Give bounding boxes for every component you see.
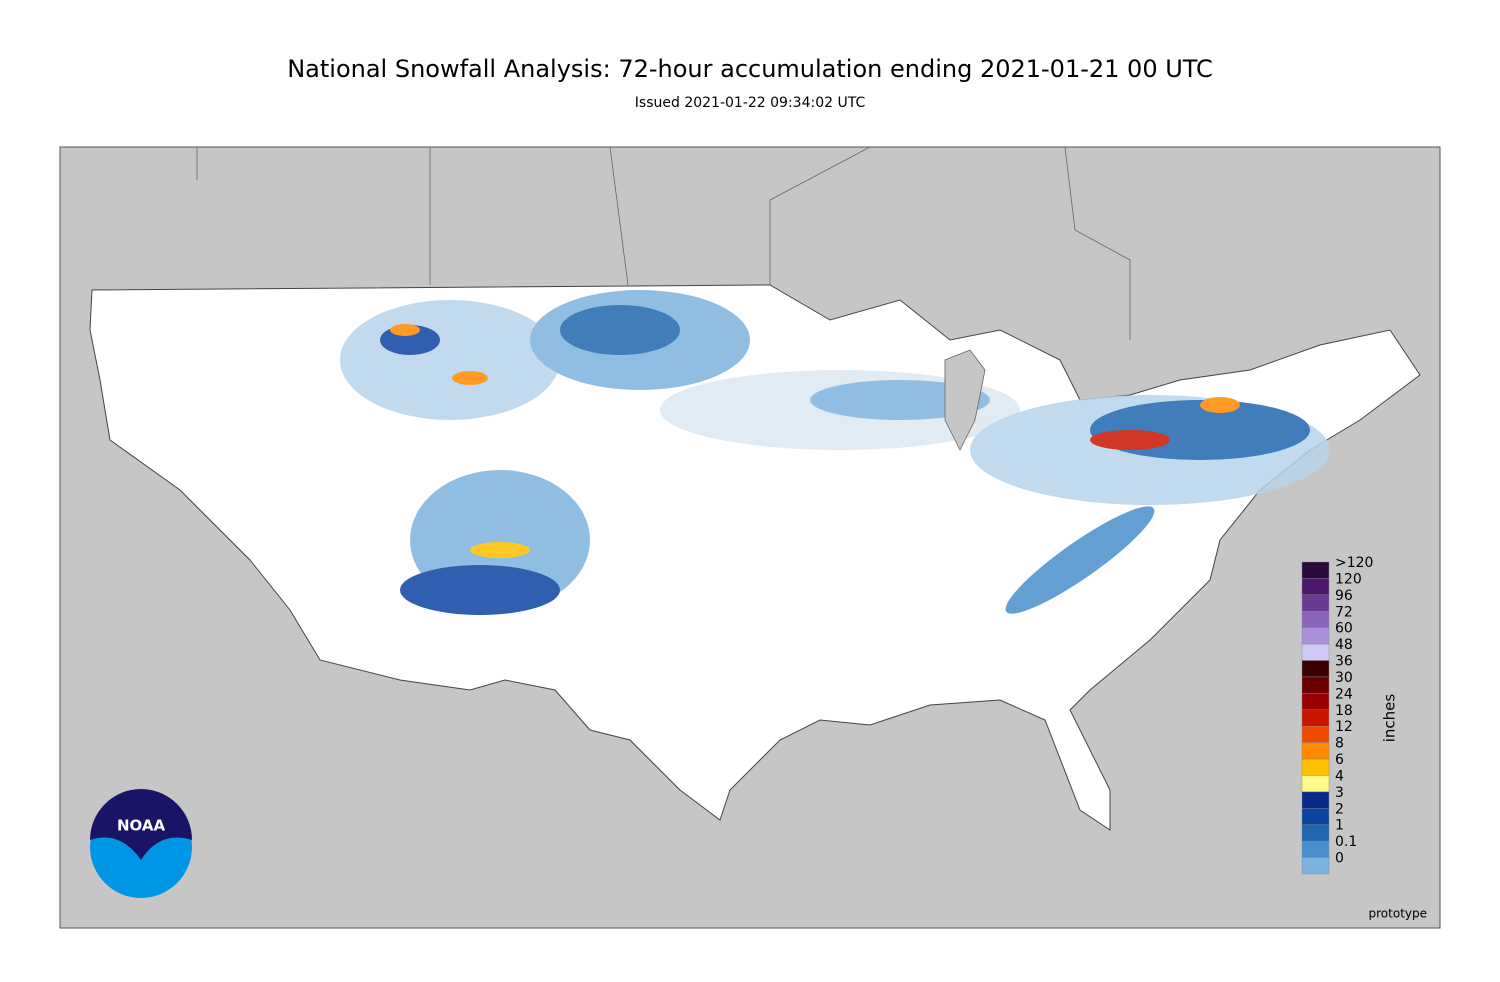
legend-swatch [1301, 775, 1330, 793]
legend-label: 60 [1335, 621, 1353, 637]
legend-label: 8 [1335, 736, 1344, 752]
legend-label: 12 [1335, 719, 1353, 735]
legend-swatch [1301, 660, 1330, 678]
legend-label: 48 [1335, 637, 1353, 653]
lake-michigan [944, 349, 986, 451]
title: National Snowfall Analysis: 72-hour accu… [287, 55, 1213, 83]
legend-label: 24 [1335, 686, 1353, 702]
legend-label: 120 [1335, 571, 1362, 587]
legend-label: >120 [1335, 555, 1373, 571]
legend-swatch [1301, 840, 1330, 858]
legend-swatch [1301, 627, 1330, 645]
legend-swatch [1301, 594, 1330, 612]
legend-label: 0 [1335, 851, 1344, 867]
footnote: prototype [1369, 907, 1427, 921]
legend-swatch [1301, 742, 1330, 760]
legend-label: 18 [1335, 703, 1353, 719]
legend-label: 3 [1335, 785, 1344, 801]
legend-swatch [1301, 726, 1330, 743]
legend-label: 36 [1335, 654, 1353, 670]
legend-swatch [1301, 611, 1330, 628]
legend-label: 30 [1335, 670, 1353, 686]
legend-swatch [1301, 857, 1330, 875]
logo-text: NOAA [117, 817, 166, 835]
legend-swatch [1301, 693, 1330, 710]
snowfall-shading [340, 290, 1330, 615]
legend-swatch [1301, 824, 1330, 842]
legend-unit: inches [1381, 694, 1399, 743]
legend-label: 2 [1335, 801, 1344, 817]
legend-swatch [1301, 676, 1330, 694]
legend-label: 0.1 [1335, 834, 1357, 850]
legend-swatch [1301, 808, 1330, 825]
noaa-logo: NOAA [90, 789, 192, 898]
legend-label: 96 [1335, 588, 1353, 604]
country-borders [196, 146, 1131, 340]
legend-label: 1 [1335, 818, 1344, 834]
legend-swatch [1301, 578, 1330, 596]
subtitle: Issued 2021-01-22 09:34:02 UTC [635, 95, 866, 111]
legend-swatch [1301, 709, 1330, 727]
legend-swatch [1301, 758, 1330, 776]
legend-swatch [1301, 791, 1330, 809]
legend-label: 72 [1335, 604, 1353, 620]
legend-label: 4 [1335, 768, 1344, 784]
legend-swatch [1301, 561, 1330, 579]
legend-label: 6 [1335, 752, 1344, 768]
legend-swatch [1301, 643, 1330, 661]
